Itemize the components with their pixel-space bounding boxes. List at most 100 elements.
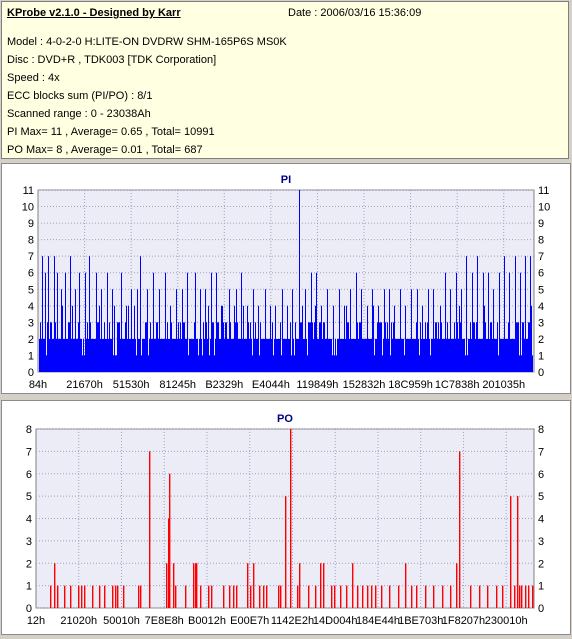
pi-bar xyxy=(175,338,176,372)
po-bar xyxy=(54,563,56,608)
pi-bar xyxy=(212,322,213,372)
pi-bar xyxy=(60,338,61,372)
pi-bar xyxy=(41,338,42,372)
pi-bar xyxy=(278,338,279,372)
pi-bar xyxy=(135,338,136,372)
x-tick-label: 1BE703h xyxy=(398,615,443,627)
pi-bar xyxy=(277,338,278,372)
pi-bar xyxy=(186,338,187,372)
pi-bar xyxy=(270,305,271,372)
pi-bar xyxy=(285,338,286,372)
po-bar xyxy=(92,585,94,608)
pi-bar xyxy=(303,338,304,372)
pi-bar xyxy=(462,338,463,372)
pi-bar xyxy=(487,338,488,372)
pi-bar xyxy=(504,256,505,372)
pi-bar xyxy=(424,338,425,372)
pi-bar xyxy=(182,289,183,372)
pi-bar xyxy=(520,272,521,372)
pi-bar xyxy=(159,289,160,372)
pi-bar xyxy=(168,338,169,372)
po-chart-panel: PO 0 0 1 1 2 2 3 3 4 4 5 5 6 6 7 7 8 8 12h 21020h 50010h 7E8E8… xyxy=(1,400,571,635)
ecc-line: ECC blocks sum (PI/PO) : 8/1 xyxy=(7,90,153,102)
x-tick-label: 152832h xyxy=(343,379,386,391)
pi-bar xyxy=(39,338,40,372)
disc-line: Disc : DVD+R , TDK003 [TDK Corporation] xyxy=(7,54,217,66)
info-panel: KProbe v2.1.0 - Designed by Karr Date : … xyxy=(1,1,569,159)
pi-bar xyxy=(68,322,69,372)
pi-bar xyxy=(43,338,44,372)
po-bar xyxy=(459,451,461,608)
pi-bar xyxy=(269,338,270,372)
pi-bar xyxy=(220,338,221,372)
pi-bar xyxy=(261,338,262,372)
pi-bar xyxy=(500,338,501,372)
po-bar xyxy=(297,585,299,608)
pi-bar xyxy=(388,338,389,372)
pi-bar xyxy=(439,338,440,372)
pi-bar xyxy=(497,322,498,372)
y-tick-label-right: 2 xyxy=(538,558,544,570)
x-tick-label: 230010h xyxy=(485,615,528,627)
y-tick-label-left: 1 xyxy=(28,350,34,362)
pi-bar xyxy=(523,322,524,372)
pi-bar xyxy=(353,338,354,372)
pi-bar xyxy=(131,289,132,372)
po-bar xyxy=(168,518,170,608)
pi-bar xyxy=(511,338,512,372)
pi-bar xyxy=(120,338,121,372)
pi-bar xyxy=(236,289,237,372)
y-tick-label-left: 5 xyxy=(28,284,34,296)
pi-bar xyxy=(183,322,184,372)
y-tick-label-right: 4 xyxy=(538,301,544,313)
pi-bar xyxy=(260,322,261,372)
po-bar xyxy=(166,563,168,608)
pi-bar xyxy=(163,338,164,372)
pi-bar xyxy=(215,338,216,372)
po-bar xyxy=(532,585,534,608)
pi-bar xyxy=(313,338,314,372)
pi-bar xyxy=(109,322,110,372)
y-tick-label-right: 0 xyxy=(538,367,544,379)
pi-bar xyxy=(330,338,331,372)
pi-bar xyxy=(379,322,380,372)
pi-bar xyxy=(318,338,319,372)
pi-bar xyxy=(239,338,240,372)
pi-bar xyxy=(505,338,506,372)
po-bar xyxy=(250,585,252,608)
pi-bar xyxy=(391,322,392,372)
y-tick-label-left: 10 xyxy=(22,202,34,214)
pi-bar xyxy=(474,322,475,372)
pi-bar xyxy=(329,338,330,372)
pi-bar xyxy=(325,338,326,372)
pi-bar xyxy=(211,272,212,372)
po-bar xyxy=(433,585,435,608)
pi-bar xyxy=(206,322,207,372)
x-tick-label: B0012h xyxy=(188,615,226,627)
pi-bar xyxy=(196,338,197,372)
pi-bar xyxy=(451,338,452,372)
pi-bar xyxy=(238,338,239,372)
pi-bar xyxy=(299,190,300,372)
y-tick-label-right: 7 xyxy=(538,251,544,263)
pi-bar xyxy=(428,289,429,372)
pi-bar xyxy=(56,338,57,372)
pi-bar xyxy=(304,338,305,372)
x-tick-label: 21020h xyxy=(60,615,97,627)
pi-bar xyxy=(444,338,445,372)
x-tick-label: 201035h xyxy=(482,379,525,391)
pi-bar xyxy=(151,338,152,372)
pi-bar xyxy=(284,338,285,372)
x-tick-label: 14D004h xyxy=(313,615,358,627)
pi-bar xyxy=(438,322,439,372)
pi-bar xyxy=(171,322,172,372)
pi-bar xyxy=(460,322,461,372)
pi-bar xyxy=(149,338,150,372)
po-bar xyxy=(233,585,235,608)
pi-bar xyxy=(531,305,532,372)
pi-bar xyxy=(357,322,358,372)
pi-bar xyxy=(288,338,289,372)
pi-bar xyxy=(246,338,247,372)
pi-bar xyxy=(495,338,496,372)
pi-bar xyxy=(99,305,100,372)
